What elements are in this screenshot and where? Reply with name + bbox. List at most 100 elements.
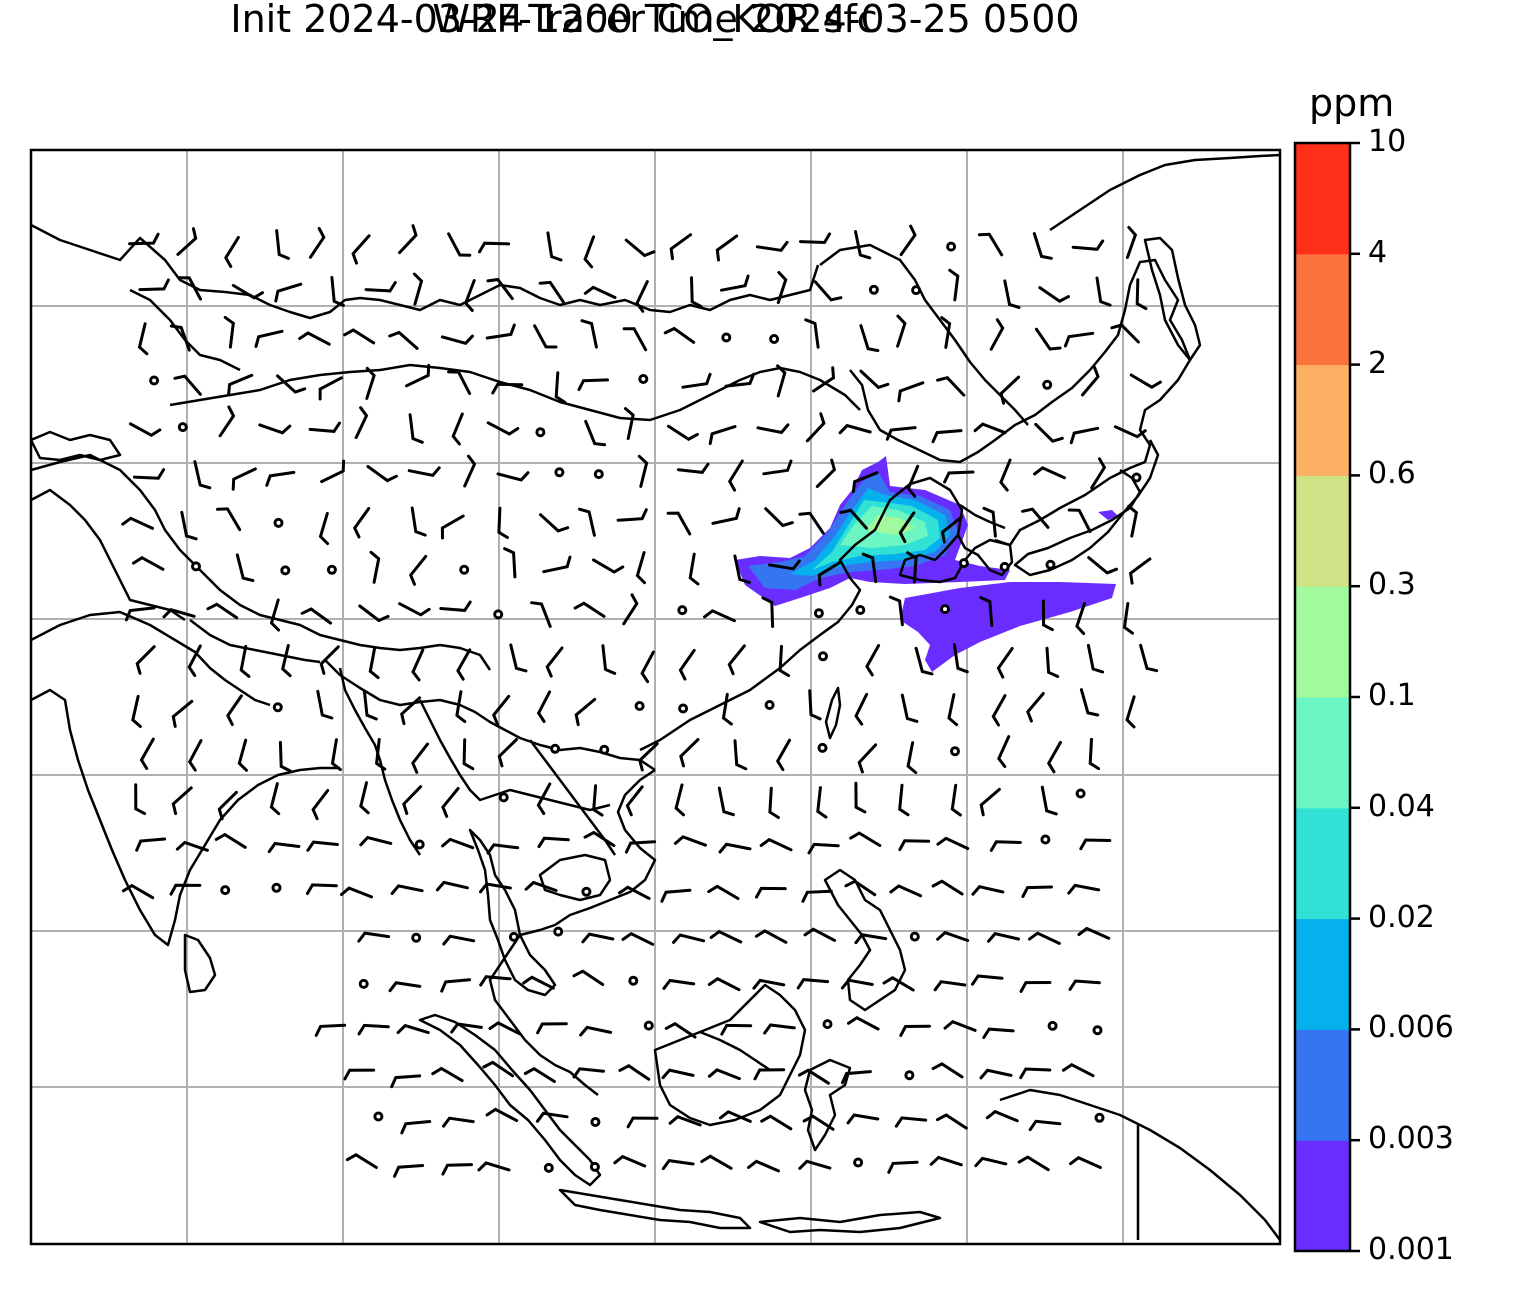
wind-barb bbox=[398, 602, 431, 617]
wind-barb bbox=[900, 693, 919, 723]
wind-barb bbox=[815, 458, 837, 488]
wind-barb bbox=[1090, 457, 1107, 490]
wind-barb bbox=[894, 1116, 928, 1128]
wind-barb bbox=[1019, 981, 1052, 993]
wind-barb bbox=[1045, 646, 1060, 678]
wind-barb bbox=[1032, 232, 1053, 260]
wind-barb bbox=[440, 978, 472, 993]
wind-barb bbox=[1113, 425, 1147, 439]
wind-barb bbox=[673, 835, 707, 847]
wind-barb bbox=[269, 782, 281, 816]
wind-barb bbox=[1067, 883, 1101, 895]
calm-circle bbox=[853, 1157, 864, 1168]
wind-barb bbox=[121, 516, 154, 530]
wind-barb bbox=[450, 1022, 483, 1034]
wind-barb bbox=[131, 694, 142, 728]
wind-barb bbox=[936, 930, 970, 942]
wind-barb bbox=[898, 511, 916, 544]
calm-circle bbox=[493, 609, 504, 620]
wind-barb bbox=[690, 276, 703, 308]
wind-barb bbox=[390, 884, 424, 895]
wind-barb bbox=[761, 596, 775, 628]
wind-barb bbox=[440, 334, 474, 345]
wind-barb bbox=[180, 510, 198, 541]
wind-barb bbox=[854, 781, 867, 814]
wind-barb bbox=[950, 783, 962, 817]
wind-barb bbox=[485, 323, 516, 340]
wind-barb bbox=[135, 645, 156, 675]
wind-barb bbox=[1028, 931, 1061, 945]
wind-barb bbox=[535, 1111, 569, 1123]
wind-barb bbox=[813, 280, 843, 302]
wind-barb bbox=[974, 1156, 1008, 1168]
wind-barb bbox=[572, 969, 605, 986]
wind-barb bbox=[435, 880, 469, 892]
wind-barb bbox=[1086, 643, 1105, 674]
wind-barb bbox=[1068, 979, 1101, 991]
coastline-new-guinea bbox=[999, 1088, 1280, 1241]
wind-barb bbox=[756, 423, 790, 435]
colorbar-tick-label: 0.6 bbox=[1368, 456, 1416, 492]
calm-circle bbox=[272, 702, 283, 713]
wind-barb bbox=[703, 609, 736, 623]
calm-circle bbox=[677, 605, 688, 616]
wind-barb bbox=[618, 885, 651, 900]
wind-barb bbox=[816, 786, 828, 819]
wind-barb bbox=[776, 271, 788, 305]
coastline-sumatra bbox=[418, 1013, 602, 1187]
colorbar-segment bbox=[1295, 1029, 1350, 1141]
wind-barb bbox=[906, 741, 918, 775]
wind-barb bbox=[801, 889, 833, 903]
wind-barb bbox=[491, 382, 524, 395]
wind-barb bbox=[388, 981, 422, 993]
wind-barb bbox=[931, 1062, 964, 1079]
wind-barb bbox=[572, 1067, 605, 1079]
wind-barb bbox=[1088, 737, 1101, 771]
wind-barb bbox=[622, 593, 639, 626]
colorbar-tick-label: 0.1 bbox=[1368, 678, 1416, 713]
wind-barb bbox=[851, 471, 879, 494]
wind-barb bbox=[720, 1023, 753, 1036]
wind-barb bbox=[530, 601, 552, 628]
wind-barb bbox=[412, 272, 424, 306]
wind-barb bbox=[622, 327, 648, 352]
calm-circle bbox=[411, 932, 422, 943]
wind-barb bbox=[128, 422, 162, 438]
wind-barb bbox=[854, 692, 869, 726]
wind-barb bbox=[171, 786, 193, 816]
wind-barb bbox=[393, 1164, 425, 1178]
wind-barb bbox=[267, 841, 301, 854]
calm-circle bbox=[550, 743, 561, 754]
wind-barb bbox=[1021, 507, 1050, 529]
wind-barb bbox=[672, 933, 706, 944]
wind-barb bbox=[768, 559, 801, 571]
wind-barb bbox=[390, 1074, 422, 1089]
wind-barb bbox=[1063, 331, 1095, 348]
wind-barb bbox=[462, 738, 475, 771]
wind-barb bbox=[439, 600, 472, 612]
wind-barb bbox=[231, 467, 257, 491]
wind-barb bbox=[885, 426, 917, 441]
calm-wind-circles bbox=[149, 241, 1142, 1173]
wind-barb bbox=[664, 1021, 697, 1039]
wind-barb bbox=[176, 227, 198, 256]
calm-circle bbox=[950, 746, 960, 757]
wind-barb bbox=[798, 511, 825, 535]
coastline-indochina-interior bbox=[538, 853, 612, 902]
wind-barb bbox=[592, 558, 625, 574]
wind-barb bbox=[931, 429, 963, 444]
wind-barb bbox=[486, 277, 514, 301]
wind-barb bbox=[982, 1027, 1015, 1039]
wind-barb bbox=[169, 324, 191, 352]
wind-barb bbox=[1129, 373, 1162, 389]
calm-circle bbox=[999, 561, 1010, 572]
wind-barb bbox=[368, 646, 380, 680]
wind-barb bbox=[996, 647, 1014, 679]
wind-barb bbox=[936, 376, 966, 397]
wind-barb bbox=[989, 840, 1022, 852]
wind-barb bbox=[985, 1109, 1019, 1123]
wind-barb bbox=[882, 976, 915, 992]
wind-barb bbox=[536, 690, 552, 723]
calm-circle bbox=[818, 651, 828, 662]
wind-barb bbox=[139, 737, 155, 770]
